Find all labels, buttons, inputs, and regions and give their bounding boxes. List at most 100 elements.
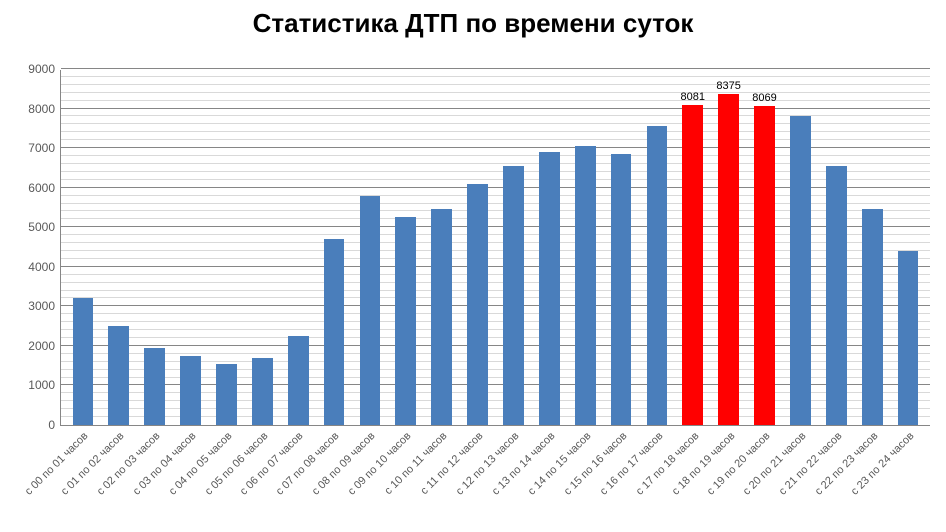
bar-slot [890,70,926,425]
x-label-slot: с 22 по 23 часов [854,426,890,427]
x-label-slot: с 09 по 10 часов [387,426,423,427]
x-label-slot: с 15 по 16 часов [603,426,639,427]
bar: 8375 [718,94,739,425]
x-label-slot: с 01 по 02 часов [100,426,136,427]
x-label-slot: с 18 по 19 часов [711,426,747,427]
grid-major [61,68,930,69]
y-tick-label: 5000 [28,220,55,234]
bar [898,251,919,425]
y-tick-label: 4000 [28,260,55,274]
bar [360,196,381,425]
x-tick-label: с 20 по 21 часов [741,430,809,498]
bar-slot [280,70,316,425]
bar-slot: 8069 [747,70,783,425]
x-tick-label: с 21 по 22 часов [777,430,845,498]
x-tick-label: с 10 по 11 часов [383,430,450,497]
bar-slot [783,70,819,425]
bar-slot [603,70,639,425]
bar-slot [316,70,352,425]
y-tick-label: 6000 [28,181,55,195]
x-tick-label: с 03 по 04 часов [131,430,199,498]
bar-slot [854,70,890,425]
bar [539,152,560,425]
bar [324,239,345,425]
bar [73,298,94,425]
y-tick-label: 7000 [28,141,55,155]
x-tick-label: с 02 по 03 часов [95,430,163,498]
y-tick-label: 2000 [28,339,55,353]
bar: 8069 [754,106,775,425]
x-label-slot: с 05 по 06 часов [244,426,280,427]
bar [862,209,883,425]
x-label-slot: с 19 по 20 часов [747,426,783,427]
bar [647,126,668,425]
x-label-slot: с 04 по 05 часов [208,426,244,427]
x-tick-label: с 08 по 09 часов [310,430,378,498]
bar-slot [244,70,280,425]
bar [108,326,129,425]
x-tick-label: с 17 по 18 часов [633,430,701,498]
x-tick-label: с 07 по 08 часов [274,430,342,498]
x-tick-label: с 12 по 13 часов [454,430,522,498]
y-tick-label: 8000 [28,102,55,116]
x-label-slot: с 02 по 03 часов [136,426,172,427]
x-tick-label: с 23 по 24 часов [849,430,917,498]
bar [503,166,524,425]
plot-area: 808183758069 010002000300040005000600070… [60,70,930,426]
x-label-slot: с 10 по 11 часов [423,426,459,427]
bar-slot: 8375 [711,70,747,425]
bar: 8081 [682,105,703,425]
x-axis-labels: с 00 по 01 часовс 01 по 02 часовс 02 по … [60,426,930,427]
bar [395,217,416,425]
bar [790,116,811,425]
bar-slot [352,70,388,425]
bar-slot [209,70,245,425]
x-label-slot: с 00 по 01 часов [64,426,100,427]
bar-slot [137,70,173,425]
x-label-slot: с 13 по 14 часов [531,426,567,427]
bar-slot [567,70,603,425]
x-label-slot: с 17 по 18 часов [675,426,711,427]
bar-slot [101,70,137,425]
bar [611,154,632,425]
x-label-slot: с 20 по 21 часов [782,426,818,427]
x-label-slot: с 16 по 17 часов [639,426,675,427]
x-tick-label: с 00 по 01 часов [23,430,91,498]
x-label-slot: с 12 по 13 часов [495,426,531,427]
bar-slot: 8081 [675,70,711,425]
x-label-slot: с 21 по 22 часов [818,426,854,427]
bar [216,364,237,425]
bar-slot [424,70,460,425]
x-tick-label: с 05 по 06 часов [202,430,270,498]
x-tick-label: с 01 по 02 часов [59,430,127,498]
x-label-slot: с 07 по 08 часов [315,426,351,427]
bar-slot [65,70,101,425]
y-tick-label: 1000 [28,378,55,392]
bar-value-label: 8069 [752,92,776,104]
x-tick-label: с 19 по 20 часов [705,430,773,498]
bar-slot [818,70,854,425]
bar [431,209,452,425]
bar [826,166,847,425]
bar [575,146,596,425]
x-label-slot: с 14 по 15 часов [567,426,603,427]
x-label-slot: с 06 по 07 часов [280,426,316,427]
bar-value-label: 8375 [716,80,740,92]
bar [144,348,165,425]
x-label-slot: с 03 по 04 часов [172,426,208,427]
bar-slot [173,70,209,425]
bar-slot [531,70,567,425]
y-tick-label: 3000 [28,299,55,313]
x-tick-label: с 16 по 17 часов [598,430,666,498]
bar [467,184,488,425]
x-tick-label: с 09 по 10 часов [346,430,414,498]
bar-slot [388,70,424,425]
x-tick-label: с 04 по 05 часов [166,430,234,498]
bar-chart: 8081 8375 8069 0 1000 2000 3000 4000 5000 6000 70… [0,0,946,532]
y-tick-label: 9000 [28,62,55,76]
bars-container: 8081 8375 8069 [61,70,930,425]
x-tick-label: с 18 по 19 часов [669,430,737,498]
bar [288,336,309,425]
y-tick-label: 0 [48,418,55,432]
x-tick-label: с 14 по 15 часов [526,430,594,498]
